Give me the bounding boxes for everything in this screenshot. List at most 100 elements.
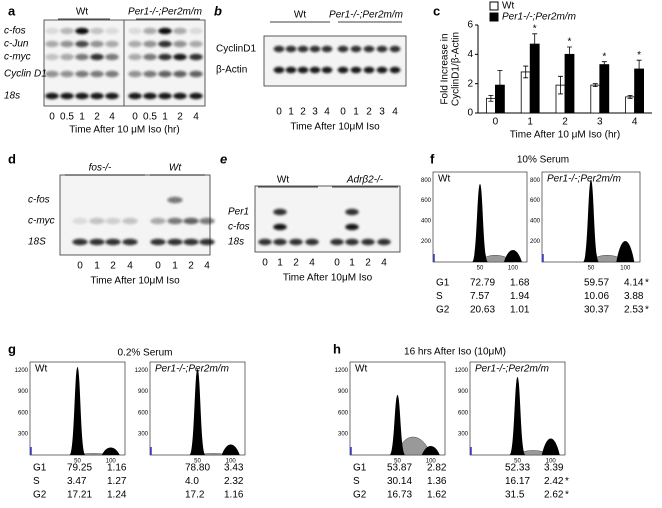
band: [173, 92, 187, 100]
table-cell: 2.53: [624, 305, 644, 316]
error-bar: [636, 59, 642, 79]
row-label: β-Actin: [216, 65, 247, 76]
x-tick-label: 100: [106, 459, 117, 465]
row-label: c-fos: [228, 222, 250, 233]
lane-label: 0.5: [60, 112, 74, 123]
table-cell: G1: [353, 463, 367, 474]
lane-label: 2: [365, 258, 371, 269]
band: [321, 66, 333, 74]
lane-label: 1: [172, 261, 178, 272]
lane-label: 1: [277, 258, 283, 269]
bar: [625, 96, 635, 114]
y-tick-label: 600: [138, 410, 149, 416]
row-label: c-Jun: [4, 39, 29, 50]
band: [128, 70, 142, 78]
histogram-g1: [472, 184, 488, 262]
error-bar: [627, 95, 633, 99]
panel-label: c: [433, 3, 440, 18]
plot-label: Per1-/-;Per2m/m: [547, 174, 621, 185]
blot: [43, 19, 206, 107]
band: [45, 70, 59, 78]
y-tick-label: 200: [530, 239, 541, 245]
row-label: Cyclin D1: [4, 69, 47, 80]
band: [105, 40, 119, 48]
group-label: Wt: [76, 7, 88, 18]
group-label: Adrβ2-/-: [346, 175, 384, 186]
lane-label: 1: [288, 107, 294, 118]
band: [350, 66, 362, 74]
significance-mark: *: [645, 278, 649, 289]
band: [309, 66, 321, 74]
y-axis-label: Fold Increase in: [440, 33, 451, 104]
lane-label: 4: [204, 261, 210, 272]
y-tick-label: 2: [467, 78, 473, 89]
band: [189, 40, 203, 48]
band: [128, 53, 142, 61]
band: [183, 217, 199, 225]
row-label: c-myc: [4, 52, 31, 63]
band: [89, 238, 105, 246]
x-tick-label: 100: [508, 266, 519, 272]
table-cell: 17.2: [185, 490, 205, 501]
y-tick-label: 900: [458, 389, 469, 395]
table-cell: 4.14: [624, 278, 644, 289]
band: [45, 92, 59, 100]
band: [258, 238, 272, 246]
y-tick-label: 600: [338, 410, 349, 416]
band: [199, 217, 215, 225]
band: [376, 66, 388, 74]
panel-label: a: [8, 3, 16, 18]
band: [45, 27, 59, 35]
lane-label: 0: [132, 112, 138, 123]
bar: [590, 84, 601, 114]
band: [289, 238, 303, 246]
lane-label: 0: [155, 261, 161, 272]
legend-label: Per1-/-;Per2m/m: [502, 12, 576, 23]
y-tick-label: 0: [467, 108, 473, 119]
table-cell: 3.47: [67, 476, 87, 487]
y-tick-label: 600: [458, 410, 469, 416]
band: [75, 40, 89, 48]
error-bar: [523, 65, 529, 79]
lane-label: 0: [340, 107, 346, 118]
table-cell: 30.37: [584, 305, 609, 316]
band: [75, 70, 89, 78]
band: [60, 40, 74, 48]
table-cell: 53.87: [387, 463, 412, 474]
band: [90, 92, 104, 100]
histogram-g1: [69, 367, 86, 455]
band: [128, 40, 142, 48]
x-tick-label: 100: [620, 266, 631, 272]
table-cell: 16.17: [505, 476, 530, 487]
bar: [599, 64, 610, 114]
row-label: 18S: [28, 237, 46, 248]
significance-mark: *: [565, 476, 569, 487]
band: [167, 238, 183, 246]
y-tick-label: 1200: [335, 368, 349, 374]
table-cell: 52.33: [505, 463, 530, 474]
row-label: CyclinD1: [216, 44, 256, 55]
x-tick-label: 100: [546, 459, 557, 465]
band: [45, 53, 59, 61]
legend-swatch: [489, 12, 499, 22]
x-tick-label: 1: [527, 117, 533, 128]
band: [60, 70, 74, 78]
x-tick-label: 3: [597, 117, 603, 128]
band: [345, 223, 359, 231]
lane-label: 2: [188, 261, 194, 272]
legend-label: Wt: [502, 1, 514, 12]
band: [189, 27, 203, 35]
band: [75, 92, 89, 100]
x-tick-label: 2: [562, 117, 568, 128]
band: [321, 45, 333, 53]
table-cell: 1.94: [510, 291, 530, 302]
band: [143, 27, 157, 35]
panel-label: d: [8, 151, 16, 166]
band: [345, 238, 359, 246]
lane-label: 0: [49, 112, 55, 123]
band: [297, 45, 309, 53]
histogram-g1: [389, 395, 406, 455]
band: [273, 66, 285, 74]
significance-mark: *: [565, 490, 569, 501]
band: [173, 40, 187, 48]
